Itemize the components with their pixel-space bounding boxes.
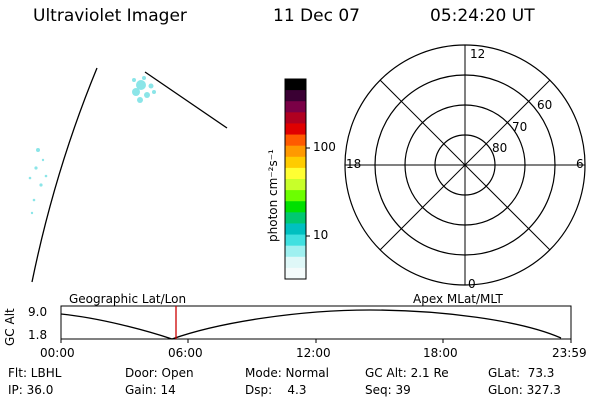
timeline-left-title: Geographic Lat/Lon	[69, 292, 187, 306]
colorbar-cell	[285, 234, 306, 247]
mlt-label-18: 18	[346, 157, 362, 171]
colorbar-cell	[285, 190, 306, 202]
colorbar-cell	[285, 256, 306, 269]
status-filter: Flt: LBHL	[8, 366, 62, 380]
timeline-xtick-1: 06:00	[168, 346, 203, 360]
earth-limb-curve	[31, 67, 98, 283]
timeline-right-title: Apex MLat/MLT	[413, 292, 503, 306]
gc-altitude-curve	[60, 309, 562, 340]
timeline-ytick-bottom: 1.8	[28, 328, 48, 342]
colorbar-tick-10: 10	[313, 228, 329, 242]
status-glat: GLat: 73.3	[488, 366, 555, 380]
mlt-label-12: 12	[470, 47, 486, 61]
timeline-ylabel: GC Alt	[3, 308, 17, 346]
status-ip: IP: 36.0	[8, 383, 54, 397]
colorbar-cell	[285, 123, 306, 136]
auroral-emission	[28, 76, 156, 215]
mlt-label-6: 6	[576, 157, 584, 171]
colorbar-cell	[285, 223, 306, 236]
timeline-xtick-3: 18:00	[423, 346, 458, 360]
mlat-label-70: 70	[512, 120, 528, 134]
date-label: 11 Dec 07	[273, 6, 360, 26]
mlat-label-60: 60	[537, 98, 553, 112]
mlt-label-0: 0	[468, 277, 476, 291]
colorbar-cell	[285, 90, 306, 102]
timeline-xtick-2: 12:00	[296, 346, 331, 360]
timeline-ytick-top: 9.0	[28, 305, 48, 319]
mlat-label-80: 80	[492, 141, 508, 155]
colorbar-cell	[285, 112, 306, 124]
timeline-xtick-0: 00:00	[40, 346, 75, 360]
time-label: 05:24:20 UT	[430, 6, 535, 26]
status-gain: Gain: 14	[125, 383, 176, 397]
status-glon: GLon: 327.3	[488, 383, 561, 397]
status-gc-alt: GC Alt: 2.1 Re	[365, 366, 449, 380]
colorbar-cell	[285, 156, 306, 169]
colorbar-cell	[285, 79, 306, 91]
colorbar-tick-100: 100	[313, 140, 336, 154]
colorbar-cell	[285, 179, 306, 191]
colorbar-cell	[285, 212, 306, 224]
status-dsp: Dsp: 4.3	[245, 383, 307, 397]
colorbar-cell	[285, 101, 306, 113]
colorbar-cell	[285, 145, 306, 158]
status-seq: Seq: 39	[365, 383, 411, 397]
terminator-line	[144, 71, 228, 129]
instrument-title: Ultraviolet Imager	[33, 6, 187, 26]
colorbar-cell	[285, 201, 306, 213]
colorbar-cell	[285, 134, 306, 147]
status-mode: Mode: Normal	[245, 366, 329, 380]
timeline-xtick-4: 23:59	[552, 346, 587, 360]
colorbar-cell	[285, 167, 306, 180]
status-door: Door: Open	[125, 366, 194, 380]
colorbar-cell	[285, 267, 306, 280]
colorbar-cell	[285, 245, 306, 258]
